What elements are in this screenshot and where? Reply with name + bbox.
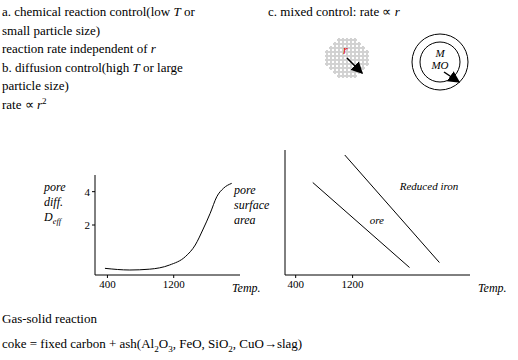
svg-text:ore: ore — [370, 214, 384, 226]
html-text:Temp.: Temp. — [232, 281, 261, 295]
svg-text:400: 400 — [287, 278, 304, 290]
svg-text:MO: MO — [430, 59, 448, 71]
html-text:b. diffusion control(high T or: b. diffusion control(high T or large — [2, 59, 183, 75]
html-text:a. chemical reaction control(l: a. chemical reaction control(low T or — [2, 4, 195, 19]
html-text:Gas-solid reaction: Gas-solid reaction — [2, 311, 97, 326]
html-text:particle size): particle size) — [2, 78, 69, 93]
html-text:diff.: diff. — [44, 195, 63, 209]
html-text:Deff: Deff — [44, 210, 61, 227]
html-text:c. mixed control: rate ∝ r: c. mixed control: rate ∝ r — [268, 4, 400, 19]
svg-text:2: 2 — [85, 219, 91, 231]
svg-text:1200: 1200 — [163, 278, 186, 290]
html-text:pore: pore — [44, 180, 66, 194]
html-text:pore: pore — [234, 183, 256, 197]
svg-text:4: 4 — [85, 186, 91, 198]
html-text:rate ∝ r2: rate ∝ r2 — [2, 95, 47, 112]
html-text:small particle size): small particle size) — [2, 22, 101, 38]
html-text:surface: surface — [234, 198, 270, 212]
html-text:coke = fixed carbon + ash(Al2O: coke = fixed carbon + ash(Al2O3, FeO, Si… — [2, 336, 303, 354]
svg-text:M: M — [434, 47, 445, 59]
html-text:area: area — [234, 213, 256, 227]
html-text:reaction rate independent of r: reaction rate independent of r — [2, 41, 156, 56]
svg-text:r: r — [343, 43, 348, 57]
html-text:Temp.: Temp. — [478, 281, 507, 295]
svg-text:1200: 1200 — [342, 278, 365, 290]
svg-text:Reduced iron: Reduced iron — [399, 180, 459, 192]
svg-text:400: 400 — [99, 278, 116, 290]
